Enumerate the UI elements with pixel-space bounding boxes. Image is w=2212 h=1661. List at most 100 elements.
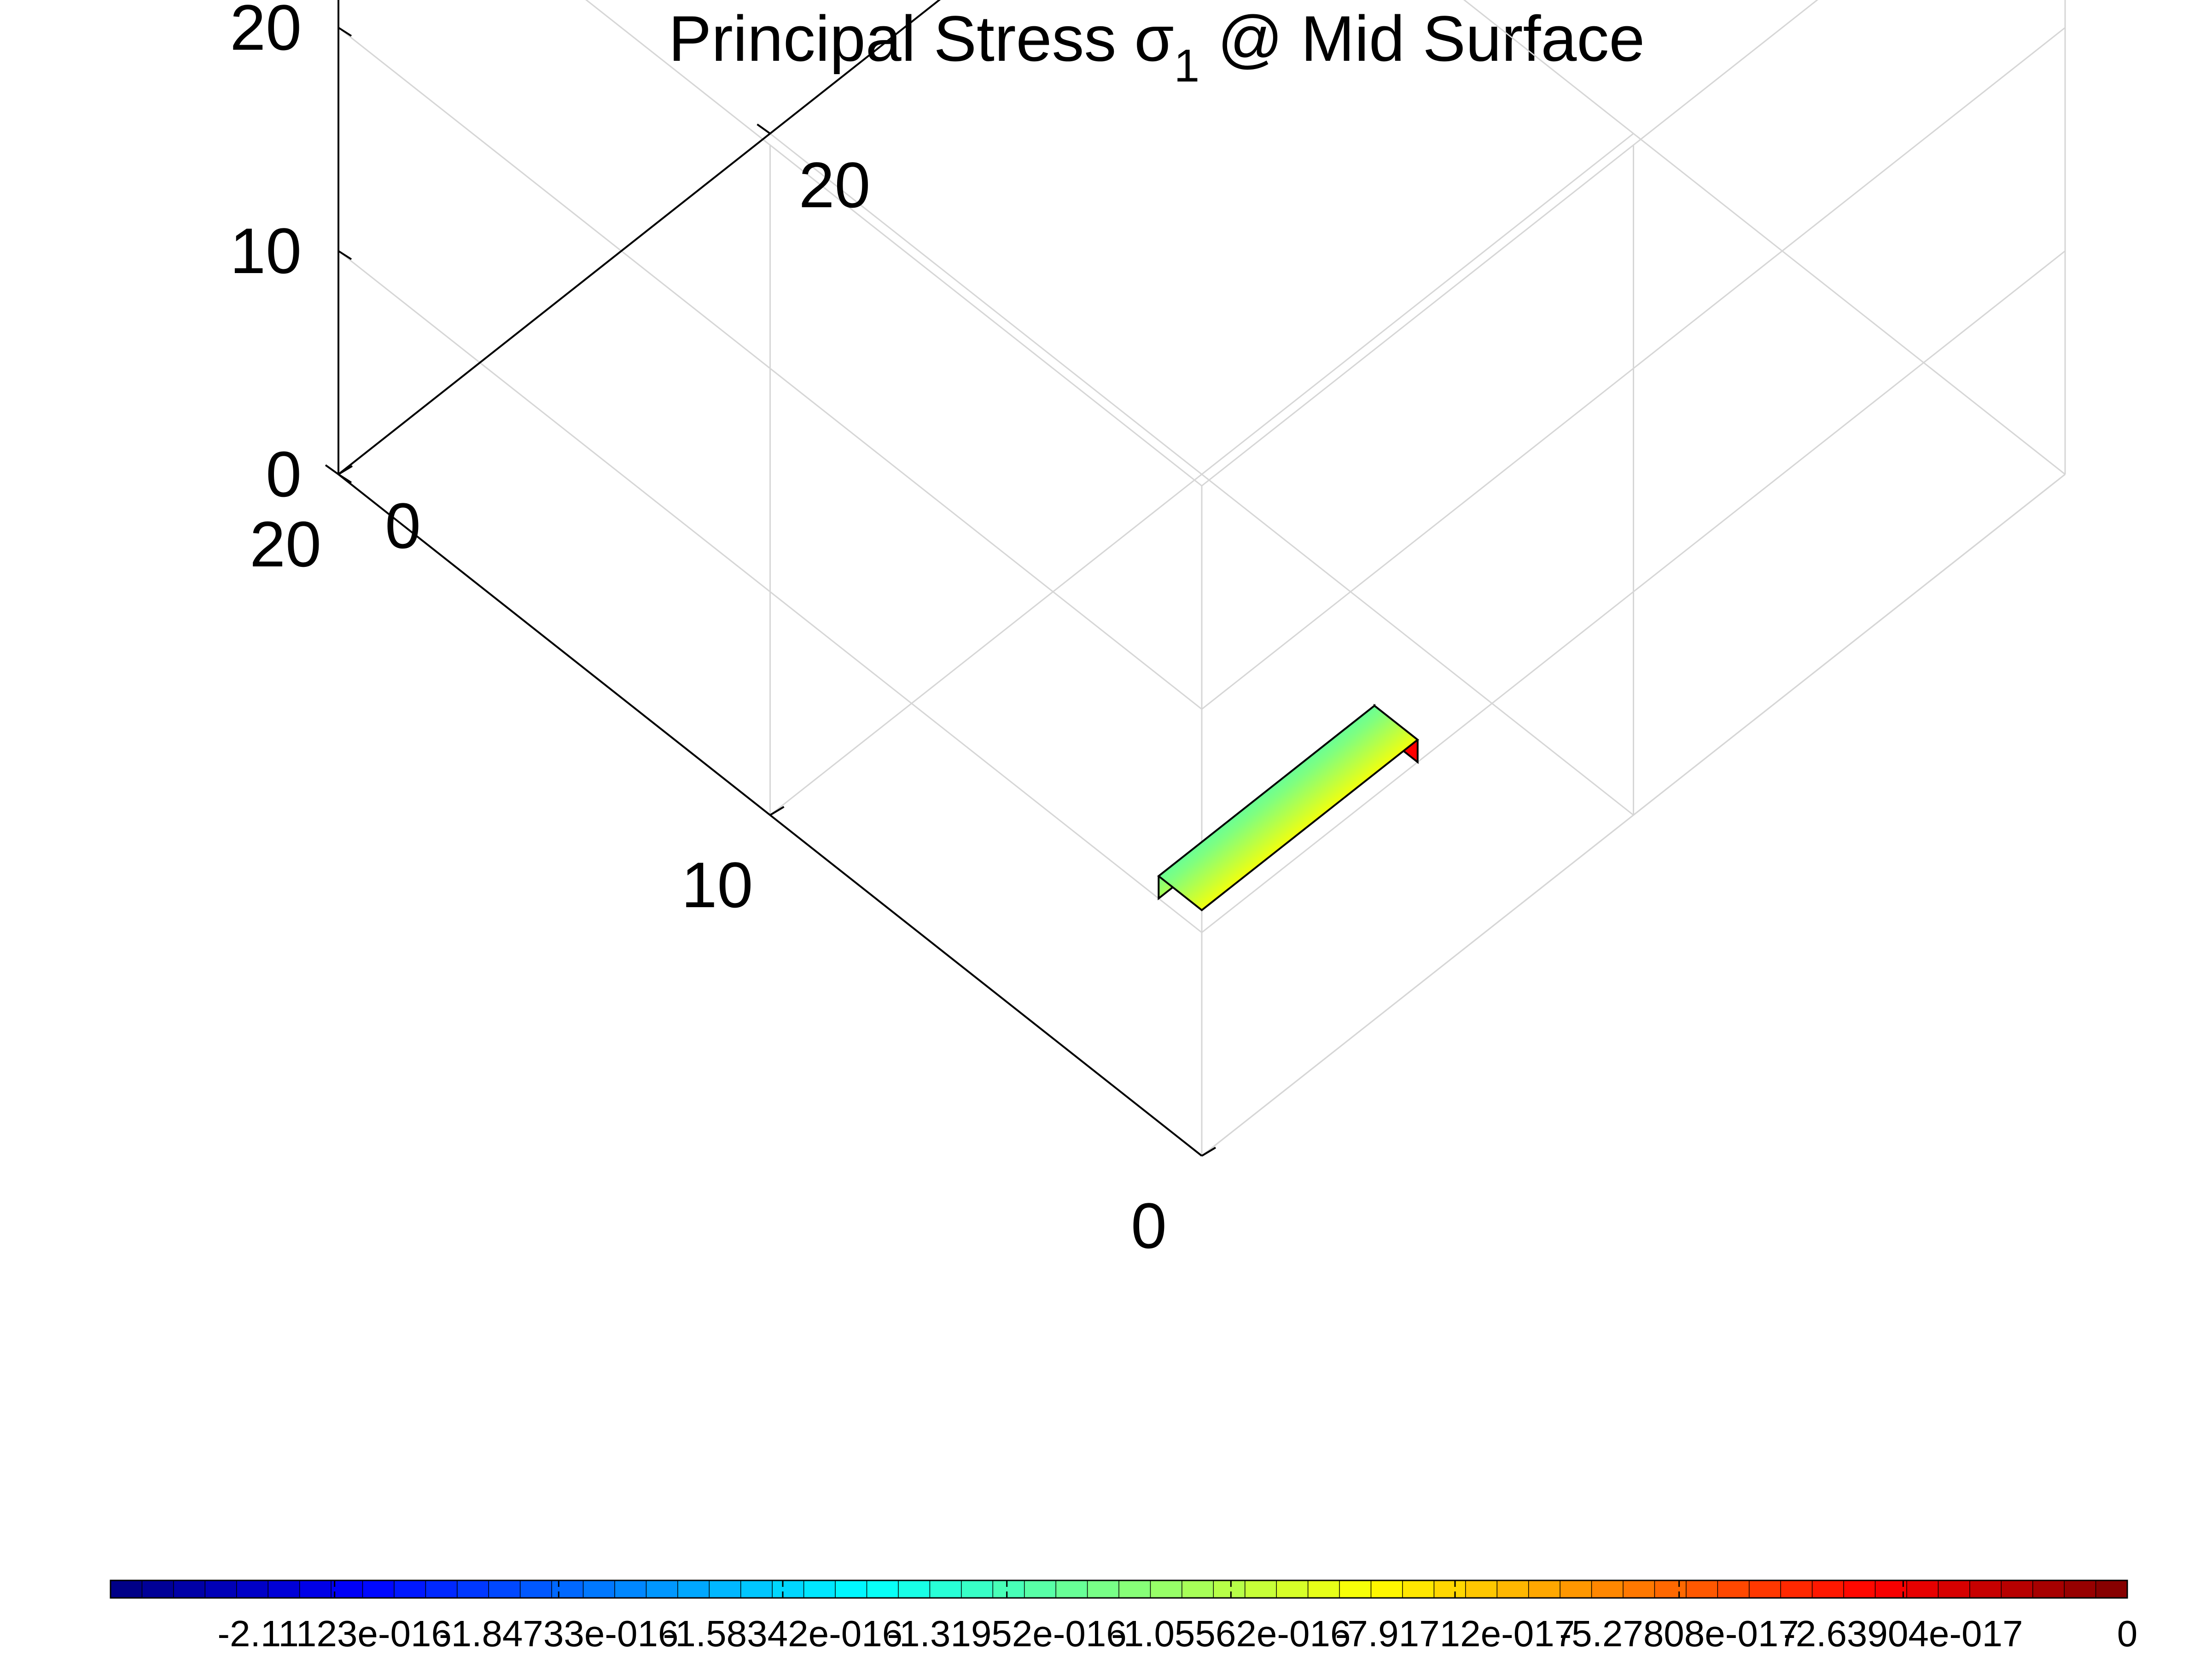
colorbar-tick-label: -2.11123e-016 [217, 1613, 452, 1654]
colorbar-segment [1496, 1580, 1529, 1598]
colorbar-segment [551, 1580, 584, 1598]
colorbar-segment [614, 1580, 647, 1598]
colorbar-segment [835, 1580, 867, 1598]
colorbar-segment [1307, 1580, 1340, 1598]
colorbar-segment [362, 1580, 395, 1598]
colorbar-segment [2001, 1580, 2033, 1598]
colorbar-segment [1182, 1580, 1214, 1598]
colorbar-segment [1339, 1580, 1372, 1598]
colorbar-segment [1938, 1580, 1971, 1598]
colorbar-segment [1433, 1580, 1467, 1598]
surface-patch [1157, 704, 1420, 912]
colorbar-segment [394, 1580, 426, 1598]
colorbar-segment [1370, 1580, 1403, 1598]
colorbar-segment [1843, 1580, 1876, 1598]
y-tick-label: 20 [799, 149, 871, 221]
colorbar-segment [740, 1580, 773, 1598]
colorbar-segment [1560, 1580, 1592, 1598]
colorbar-segment [1906, 1580, 1939, 1598]
x-tick-label: 20 [250, 508, 321, 580]
axes [325, 0, 1217, 1157]
colorbar-segment [425, 1580, 458, 1598]
colorbar-segment [992, 1580, 1025, 1598]
chart-title-suffix: @ Mid Surface [1199, 2, 1645, 75]
colorbar-segment [141, 1580, 175, 1598]
colorbar-segment [1118, 1580, 1151, 1598]
colorbar-tick-label: -1.05562e-016 [1111, 1613, 1350, 1654]
colorbar-tick-label: -1.31952e-016 [887, 1613, 1126, 1654]
colorbar-segment [204, 1580, 237, 1598]
colorbar-tick-label: -1.58342e-016 [663, 1613, 902, 1654]
colorbar-segment [1874, 1580, 1908, 1598]
gridline-floor-y20 [769, 133, 1634, 816]
tick-labels: 01020020400102030 [230, 0, 1167, 1262]
colorbar-segment [1024, 1580, 1057, 1598]
colorbar-segment [1591, 1580, 1624, 1598]
colorbar-segment [519, 1580, 553, 1598]
colorbar-tick-label: -5.27808e-017 [1559, 1613, 1799, 1654]
y-tick-mark [325, 464, 339, 475]
colorbar-segment [457, 1580, 489, 1598]
x-tick-mark [1201, 1147, 1217, 1157]
colorbar-segment [173, 1580, 206, 1598]
z-tick-mark [338, 250, 352, 260]
colorbar-segment [1055, 1580, 1088, 1598]
colorbar-tick-label: 0 [2117, 1613, 2138, 1654]
colorbar-segment [1969, 1580, 2002, 1598]
colorbar-segment [677, 1580, 710, 1598]
colorbar-segment [646, 1580, 679, 1598]
colorbar-segment [1402, 1580, 1435, 1598]
z-tick-label: 20 [230, 0, 302, 64]
x-tick-mark [769, 806, 785, 816]
chart-title-subscript: 1 [1174, 40, 1200, 92]
surface-face-top [1157, 704, 1420, 912]
z-tick-label: 10 [230, 215, 302, 287]
colorbar-segment [929, 1580, 962, 1598]
colorbar-segment [1213, 1580, 1246, 1598]
chart-title-prefix: Principal Stress [669, 2, 1134, 75]
colorbar-segment [1150, 1580, 1183, 1598]
chart-title-symbol: σ [1134, 2, 1174, 75]
colorbar-segment [961, 1580, 994, 1598]
colorbar-segment [331, 1580, 363, 1598]
colorbar-segment [2095, 1580, 2128, 1598]
colorbar: -2.11123e-016-1.84733e-016-1.58342e-016-… [110, 1579, 2138, 1654]
x-tick-label: 0 [1131, 1189, 1167, 1262]
colorbar-tick-label: -7.91712e-017 [1335, 1613, 1575, 1654]
gridline-floor-y40 [1463, 0, 2066, 475]
colorbar-segment [1528, 1580, 1561, 1598]
colorbar-segment [1465, 1580, 1498, 1598]
colorbar-segment [110, 1580, 143, 1598]
colorbar-tick-label: -1.84733e-016 [439, 1613, 678, 1654]
gridlines [338, 0, 2066, 1157]
colorbar-segment [1717, 1580, 1750, 1598]
colorbar-segment [1654, 1580, 1687, 1598]
z-tick-mark [338, 27, 352, 37]
z-tick-label: 0 [266, 438, 302, 510]
colorbar-segment [1811, 1580, 1845, 1598]
colorbar-segment [1686, 1580, 1718, 1598]
colorbar-segment [1087, 1580, 1120, 1598]
x-tick-mark [338, 465, 353, 475]
z-tick-mark [338, 473, 352, 484]
colorbar-segment [898, 1580, 931, 1598]
colorbar-segment [488, 1580, 521, 1598]
chart-title: Principal Stress σ1 @ Mid Surface [669, 2, 1645, 92]
colorbar-segment [866, 1580, 899, 1598]
x-tick-label: 10 [681, 849, 753, 921]
colorbar-segment [1623, 1580, 1655, 1598]
colorbar-segment [709, 1580, 742, 1598]
colorbar-segment [268, 1580, 300, 1598]
y-tick-label: 0 [385, 490, 421, 562]
colorbar-segment [2032, 1580, 2065, 1598]
colorbar-segment [803, 1580, 836, 1598]
colorbar-segment [772, 1580, 804, 1598]
y-tick-mark [757, 123, 771, 134]
colorbar-segment [299, 1580, 332, 1598]
colorbar-segment [1276, 1580, 1309, 1598]
colorbar-segment [236, 1580, 269, 1598]
colorbar-segment [1749, 1580, 1781, 1598]
colorbar-frame [110, 1579, 2128, 1599]
